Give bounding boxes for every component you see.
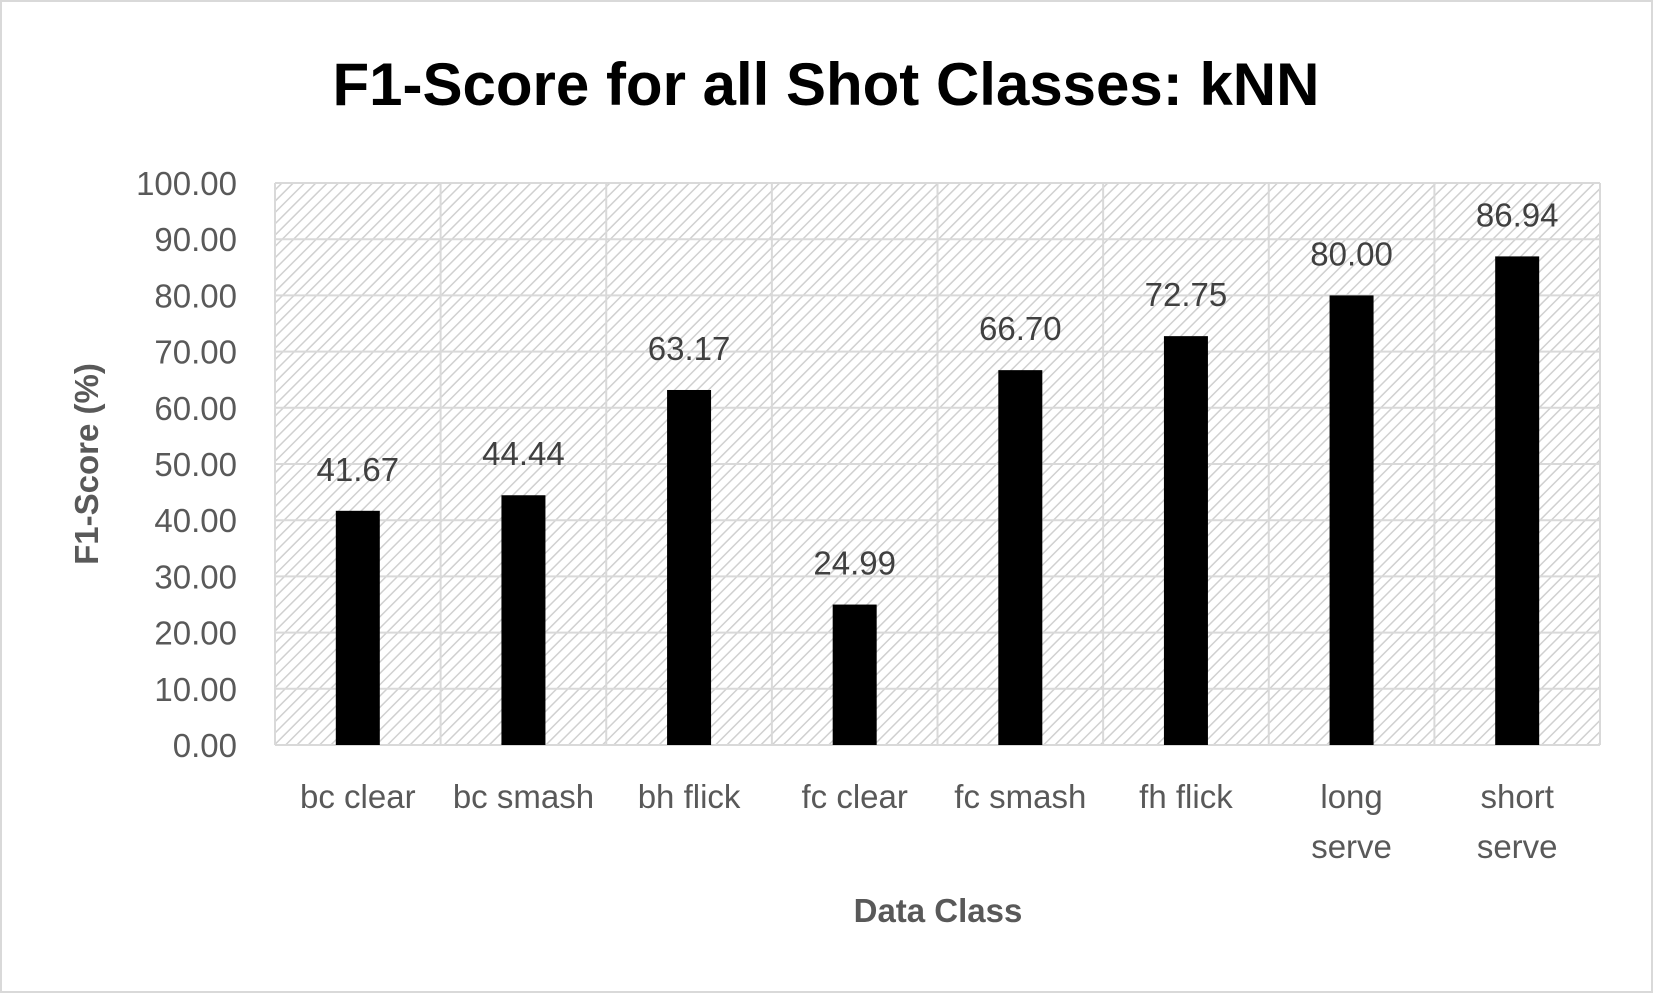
x-category-label: short (1481, 778, 1554, 815)
x-category-label: long (1320, 778, 1382, 815)
x-category-label: fh flick (1139, 778, 1233, 815)
bars (335, 256, 1540, 745)
bar (1329, 295, 1374, 745)
y-tick-label: 40.00 (154, 502, 237, 539)
data-label: 86.94 (1476, 196, 1559, 233)
y-tick-label: 30.00 (154, 558, 237, 595)
bar (667, 389, 712, 745)
y-tick-label: 80.00 (154, 277, 237, 314)
bar (335, 510, 380, 745)
y-axis-ticks: 0.00 10.00 20.00 30.00 40.00 50.00 60.00 70.00 8… (136, 165, 237, 764)
y-tick-label: 100.00 (136, 165, 237, 202)
data-label: 72.75 (1145, 276, 1228, 313)
data-label: 24.99 (813, 545, 896, 582)
gridlines (274, 182, 1601, 746)
x-category-label: bh flick (638, 778, 741, 815)
bar (501, 495, 546, 745)
y-axis-title: F1-Score (%) (68, 363, 105, 565)
x-category-label: bc clear (300, 778, 416, 815)
data-label: 44.44 (482, 435, 565, 472)
y-tick-label: 70.00 (154, 334, 237, 371)
chart-title: F1-Score for all Shot Classes: kNN (333, 51, 1320, 118)
bar (1495, 256, 1540, 745)
x-axis-title: Data Class (854, 892, 1023, 929)
y-tick-label: 50.00 (154, 446, 237, 483)
bar (998, 370, 1043, 745)
data-label: 41.67 (317, 451, 400, 488)
x-category-label: bc smash (453, 778, 594, 815)
y-tick-label: 0.00 (173, 727, 237, 764)
data-label: 66.70 (979, 310, 1062, 347)
data-label: 63.17 (648, 330, 731, 367)
y-tick-label: 60.00 (154, 390, 237, 427)
bar (832, 604, 877, 745)
y-tick-label: 20.00 (154, 615, 237, 652)
y-tick-label: 90.00 (154, 221, 237, 258)
x-category-label: fc smash (954, 778, 1086, 815)
x-axis-categories: bc clear bc smash bh flick fc clear fc smash… (300, 778, 1558, 865)
data-labels: 41.67 44.44 63.17 24.99 66.70 72.75 80.00 86.94 (317, 196, 1559, 581)
data-label: 80.00 (1310, 235, 1393, 272)
x-category-label: serve (1477, 828, 1558, 865)
x-category-label: serve (1311, 828, 1392, 865)
x-category-label: fc clear (802, 778, 908, 815)
bar (1163, 336, 1208, 745)
y-tick-label: 10.00 (154, 671, 237, 708)
